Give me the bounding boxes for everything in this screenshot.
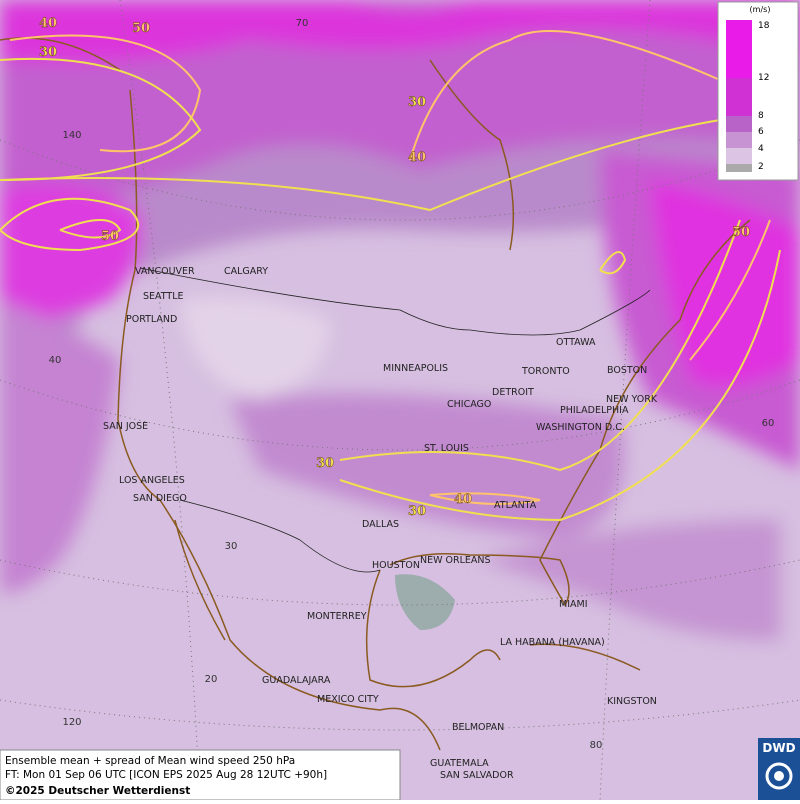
legend-swatch (726, 132, 752, 148)
grid-label: 70 (296, 18, 309, 29)
caption: Ensemble mean + spread of Mean wind spee… (0, 749, 401, 801)
city-label: DALLAS (362, 519, 399, 530)
contour-label: 30 (408, 504, 426, 519)
city-label: HOUSTON (372, 560, 420, 571)
legend-swatch (726, 78, 752, 116)
legend-tick-label: 18 (758, 21, 770, 31)
city-label: CALGARY (224, 266, 268, 277)
city-label: OTTAWA (556, 337, 596, 348)
grid-label: 60 (762, 418, 775, 429)
legend-swatch (726, 148, 752, 164)
city-label: GUATEMALA (430, 758, 489, 769)
grid-label: 120 (62, 717, 81, 728)
legend-tick-label: 6 (758, 127, 764, 137)
logo-box (758, 738, 800, 800)
grid-label: 140 (62, 130, 81, 141)
city-label: LOS ANGELES (119, 475, 185, 486)
city-label: ST. LOUIS (424, 443, 469, 454)
contour-label: 50 (132, 21, 150, 36)
city-label: MEXICO CITY (317, 694, 379, 705)
grid-label: 40 (49, 355, 62, 366)
contour-label: 40 (408, 150, 426, 165)
contour-label: 30 (39, 45, 57, 60)
grid-label: 20 (205, 674, 218, 685)
city-label: SEATTLE (143, 291, 184, 302)
city-labels: VANCOUVER CALGARY SEATTLE PORTLAND MINNEAPOL… (103, 266, 658, 781)
coastlines (0, 37, 751, 751)
logo-text: DWD (762, 741, 795, 755)
contours (0, 30, 781, 522)
legend-tick-label: 2 (758, 162, 764, 172)
city-label: VANCOUVER (135, 266, 195, 277)
legend-unit: (m/s) (750, 5, 771, 14)
city-label: TORONTO (521, 366, 570, 377)
logo-swirl (774, 771, 784, 781)
city-label: KINGSTON (607, 696, 657, 707)
legend-tick-label: 4 (758, 144, 764, 154)
caption-box (0, 749, 401, 801)
contour-label: 30 (316, 456, 334, 471)
borders (139, 267, 651, 573)
grid-label: 30 (225, 541, 238, 552)
legend-swatch (726, 20, 752, 78)
caption-line: ©2025 Deutscher Wetterdienst (5, 785, 190, 797)
city-label: LA HABANA (HAVANA) (500, 637, 605, 648)
legend-tick-label: 8 (758, 111, 764, 121)
city-label: SAN SALVADOR (440, 770, 514, 781)
city-label: BELMOPAN (452, 722, 504, 733)
contour-label: 30 (408, 95, 426, 110)
city-label: PHILADELPHIA (560, 405, 629, 416)
legend-tick-label: 12 (758, 73, 769, 83)
city-label: PORTLAND (126, 314, 177, 325)
grid-labels: 70 140 40 30 20 120 60 80 (49, 18, 775, 751)
city-label: MIAMI (559, 599, 588, 610)
city-label: BOSTON (607, 365, 647, 376)
caption-line: Ensemble mean + spread of Mean wind spee… (5, 755, 295, 767)
legend: (m/s) 18 12 8 6 4 2 (717, 1, 799, 181)
contour-label: 50 (101, 229, 119, 244)
city-label: SAN JOSE (103, 421, 148, 432)
contour-label: 50 (732, 225, 750, 240)
city-label: MINNEAPOLIS (383, 363, 448, 374)
logo-swirl (765, 762, 793, 790)
city-label: NEW ORLEANS (420, 555, 491, 566)
contour-label: 40 (454, 492, 472, 507)
city-label: NEW YORK (606, 394, 658, 405)
city-label: WASHINGTON D.C. (536, 422, 625, 433)
grid-label: 80 (590, 740, 603, 751)
city-label: SAN DIEGO (133, 493, 187, 504)
city-label: DETROIT (492, 387, 534, 398)
contour-labels: 40 50 30 30 40 50 50 30 40 30 (39, 16, 750, 519)
city-label: MONTERREY (307, 611, 367, 622)
legend-swatch (726, 164, 752, 172)
city-label: CHICAGO (447, 399, 491, 410)
legend-swatch (726, 116, 752, 132)
city-label: GUADALAJARA (262, 675, 331, 686)
legend-ticks: 18 12 8 6 4 2 (758, 21, 770, 172)
contour-label: 40 (39, 16, 57, 31)
caption-line: FT: Mon 01 Sep 06 UTC [ICON EPS 2025 Aug… (5, 769, 327, 781)
city-label: ATLANTA (494, 500, 537, 511)
dwd-logo: DWD (758, 738, 800, 800)
